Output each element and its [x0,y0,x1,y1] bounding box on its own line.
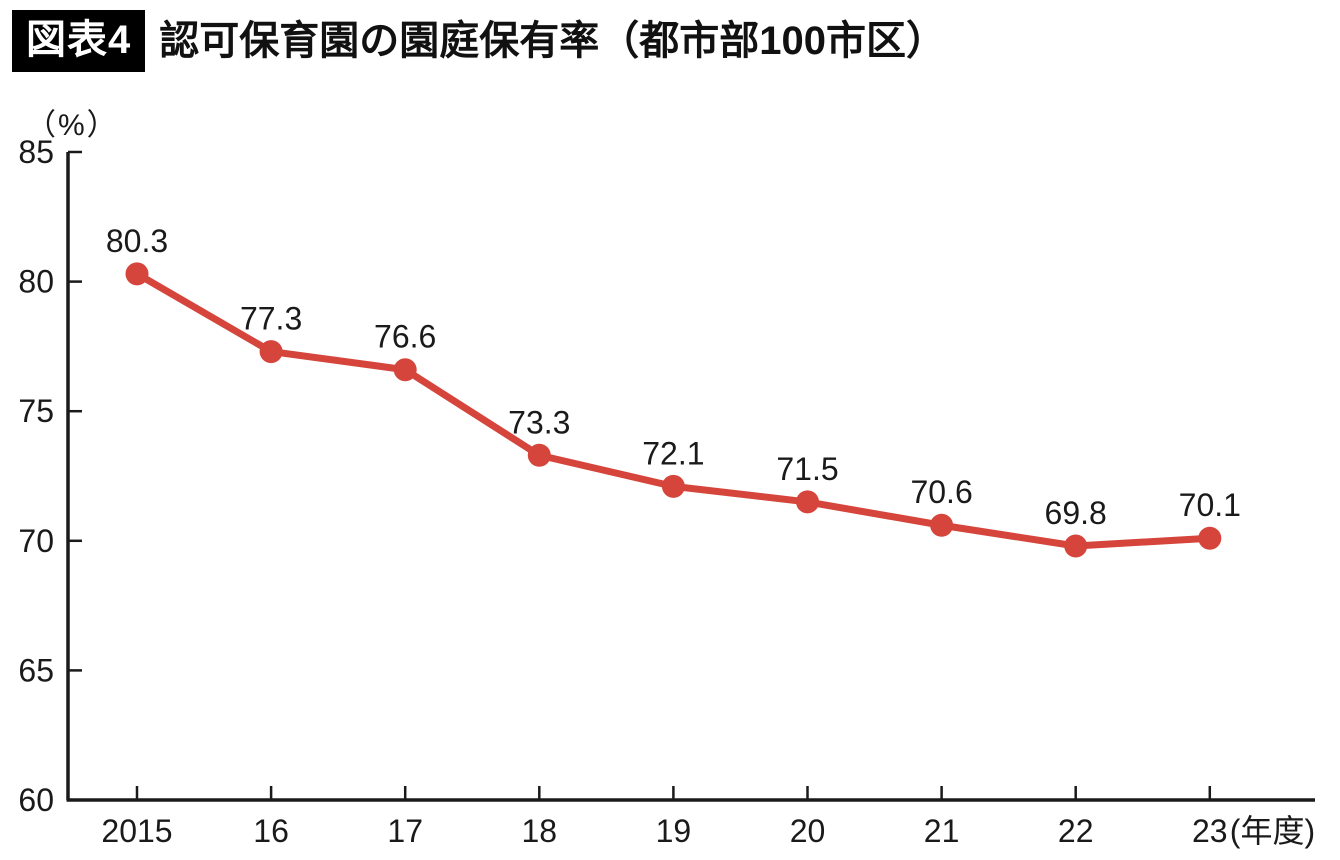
data-point-label: 76.6 [374,319,436,355]
chart-title: 認可保育園の園庭保有率（都市部100市区） [159,19,946,63]
data-point-label: 69.8 [1045,495,1107,531]
y-tick-label: 80 [18,264,54,300]
data-point-label: 72.1 [642,435,704,471]
data-point-label: 80.3 [106,223,168,259]
data-point [527,443,551,467]
y-tick-label: 85 [18,134,54,170]
data-point-label: 77.3 [240,301,302,337]
x-tick-label: 17 [387,813,423,849]
data-point [393,358,417,382]
x-tick-label: 16 [253,813,289,849]
x-tick-label: 19 [656,813,692,849]
data-point [1198,526,1222,550]
data-point [1064,534,1088,558]
chart-header: 図表4 認可保育園の園庭保有率（都市部100市区） [12,10,946,72]
data-point [796,490,819,514]
x-axis-suffix-label: (年度) [1230,813,1315,849]
figure-number-badge: 図表4 [12,10,146,72]
y-tick-label: 70 [18,523,54,559]
x-tick-label: 23 [1192,813,1228,849]
x-tick-label: 21 [924,813,960,849]
y-tick-label: 75 [18,393,54,429]
data-point [661,474,685,498]
x-tick-label: 2015 [101,813,172,849]
x-tick-label: 20 [790,813,826,849]
data-point-label: 70.6 [910,474,972,510]
data-point [259,340,283,364]
data-point [930,513,954,537]
data-point [125,262,149,286]
x-tick-label: 18 [522,813,558,849]
y-tick-label: 60 [18,782,54,818]
data-point-label: 73.3 [508,404,570,440]
y-tick-label: 65 [18,652,54,688]
data-point-label: 71.5 [776,451,838,487]
y-axis-unit-label: （%） [26,109,119,142]
data-point-label: 70.1 [1179,487,1241,523]
x-tick-label: 22 [1058,813,1094,849]
